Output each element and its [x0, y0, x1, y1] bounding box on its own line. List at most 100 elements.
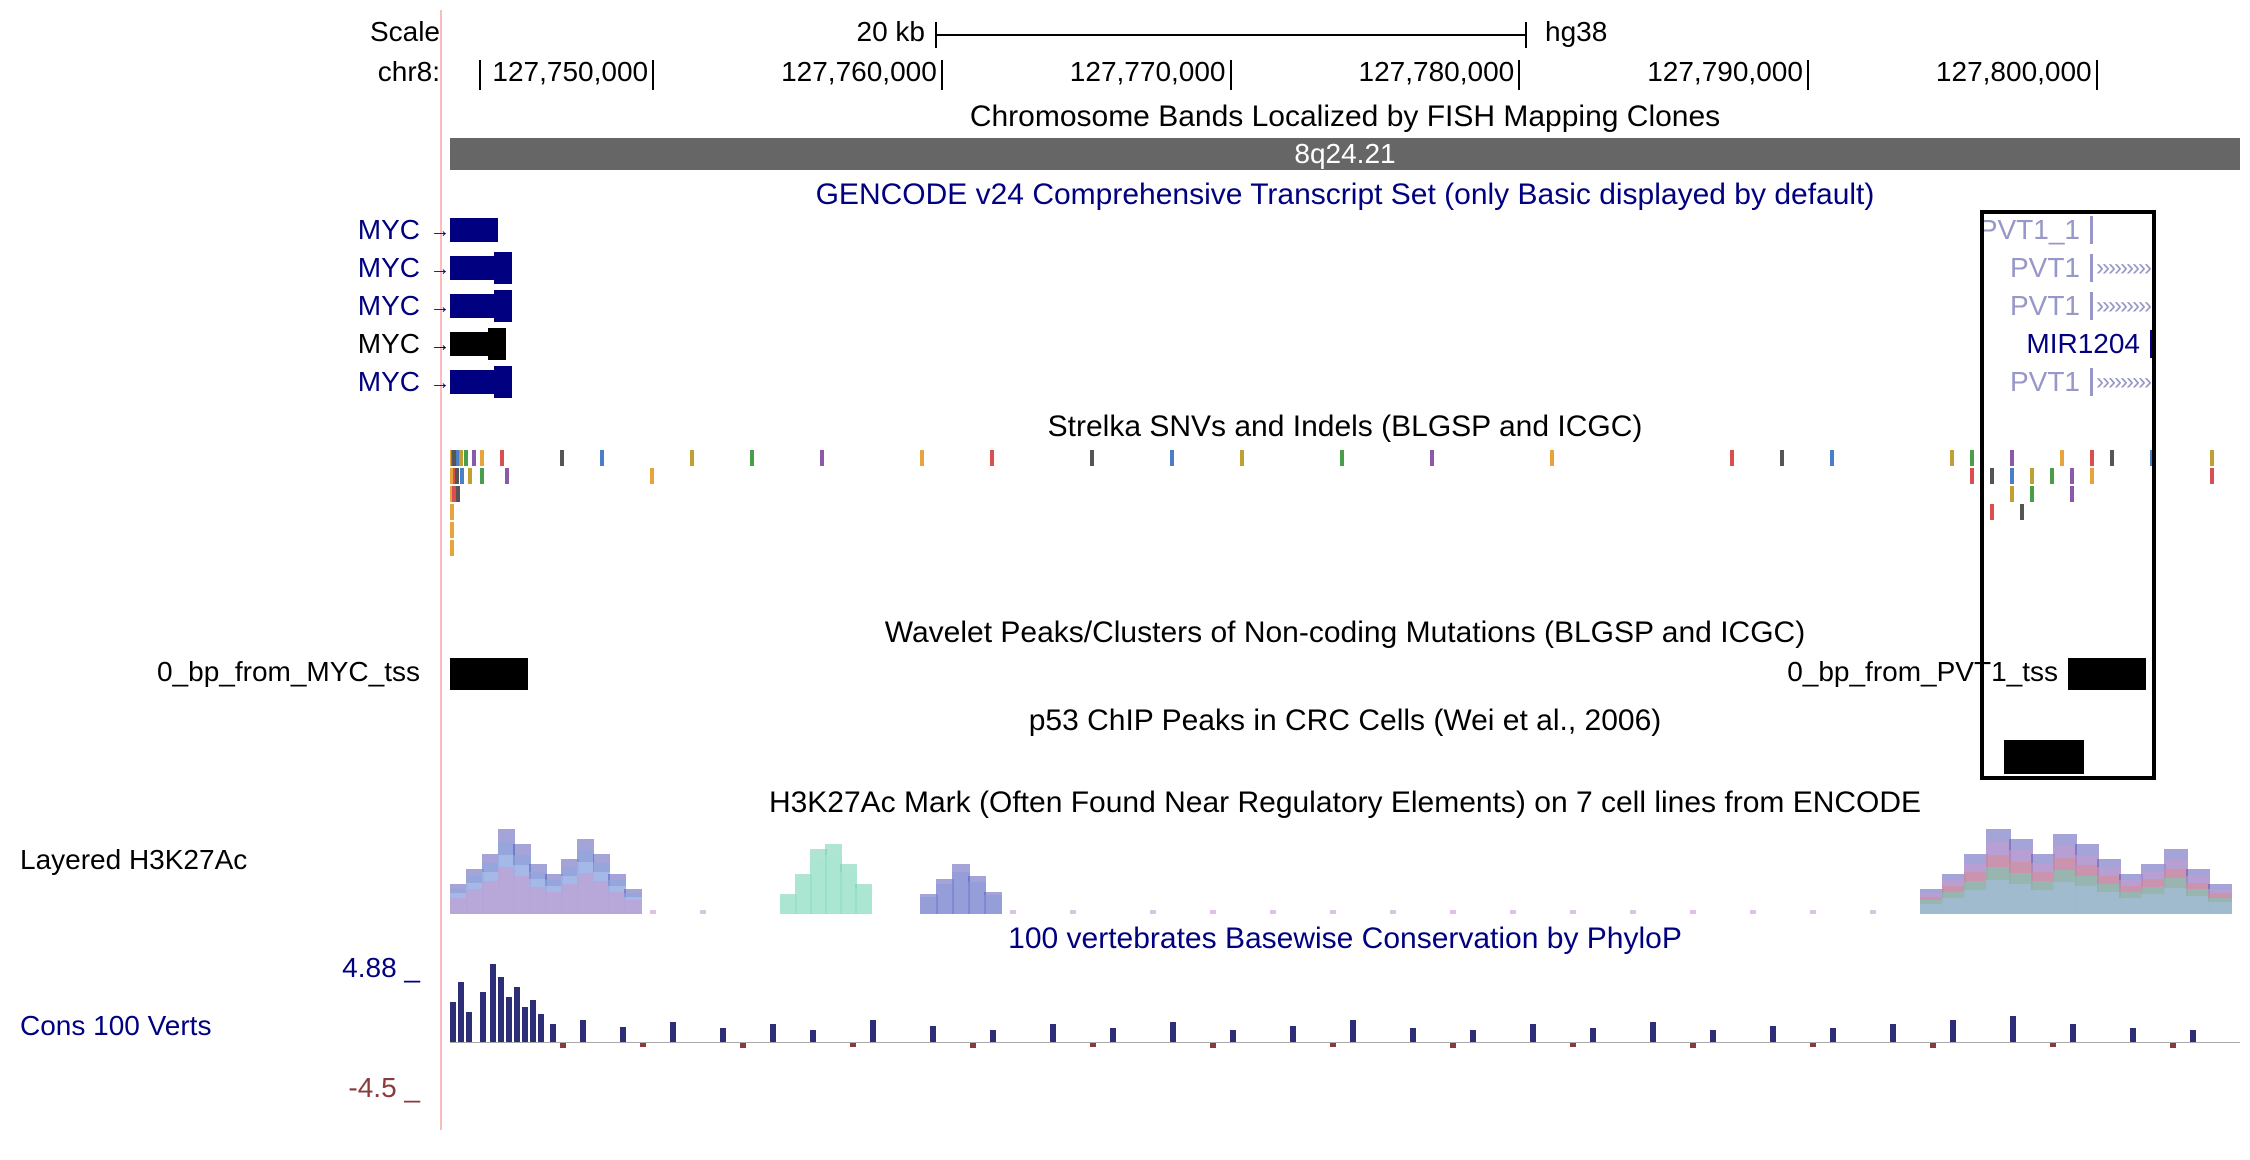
conservation-pos-bar	[498, 977, 504, 1042]
snv-variant-tick	[1970, 450, 1974, 466]
h3k27-baseline-dot	[1570, 910, 1576, 914]
conservation-pos-bar	[522, 1007, 528, 1042]
h3k27-baseline-dot	[1010, 910, 1016, 914]
h3k27-peak-bar	[984, 895, 1002, 914]
gene-exon-block	[450, 218, 498, 242]
h3k27-baseline-dot	[1510, 910, 1516, 914]
snv-variant-tick	[650, 468, 654, 484]
conservation-pos-bar	[1170, 1022, 1176, 1042]
conservation-pos-bar	[670, 1022, 676, 1042]
snv-variant-tick	[920, 450, 924, 466]
conservation-pos-bar	[2190, 1030, 2196, 1042]
h3k27-peak-bar	[2053, 882, 2077, 914]
conservation-pos-bar	[1650, 1022, 1656, 1042]
snv-variant-tick	[1950, 450, 1954, 466]
h3k27-peak-bar	[624, 900, 642, 914]
gencode-title: GENCODE v24 Comprehensive Transcript Set…	[450, 178, 2240, 212]
scale-value: 20 kb	[845, 16, 925, 48]
conservation-pos-bar	[2070, 1024, 2076, 1042]
conservation-ymin: -4.5 _	[10, 1072, 420, 1104]
h3k27-peak-bar	[1920, 904, 1944, 914]
h3k27-baseline-dot	[1330, 910, 1336, 914]
snv-variant-tick	[990, 450, 994, 466]
ruler-tick-label: 127,780,000	[1338, 56, 1514, 88]
p53-title: p53 ChIP Peaks in CRC Cells (Wei et al.,…	[450, 704, 2240, 738]
h3k27-peak-bar	[2141, 894, 2165, 914]
ruler-tick-label: 127,770,000	[1050, 56, 1226, 88]
conservation-pos-bar	[538, 1014, 544, 1042]
scale-bar	[935, 34, 1525, 36]
conservation-pos-bar	[458, 982, 464, 1042]
gene-exon-tall	[494, 252, 512, 284]
chrom-band-title: Chromosome Bands Localized by FISH Mappi…	[450, 100, 2240, 134]
conservation-pos-bar	[1830, 1028, 1836, 1042]
snv-variant-tick	[455, 468, 459, 484]
conservation-pos-bar	[506, 997, 512, 1042]
conservation-pos-bar	[1470, 1030, 1476, 1042]
ruler-tick	[1807, 60, 1809, 90]
scale-bar-tick-right	[1525, 22, 1527, 48]
snv-variant-tick	[460, 468, 464, 484]
conservation-pos-bar	[580, 1020, 586, 1042]
h3k27-peak-bar	[2119, 898, 2143, 914]
scale-label: Scale	[10, 16, 440, 48]
gene-label-left: MYC	[10, 366, 420, 398]
conservation-pos-bar	[810, 1030, 816, 1042]
gene-exon-tall	[494, 366, 512, 398]
h3k27-baseline-dot	[1810, 910, 1816, 914]
conservation-pos-bar	[480, 992, 486, 1042]
ruler-tick-label: 127,800,000	[1916, 56, 2092, 88]
wavelet-left-label: 0_bp_from_MYC_tss	[10, 656, 420, 688]
conservation-baseline	[450, 1042, 2240, 1043]
h3k27-baseline-dot	[650, 910, 656, 914]
gene-label-left: MYC	[10, 252, 420, 284]
snv-variant-tick	[480, 450, 484, 466]
conservation-pos-bar	[1410, 1028, 1416, 1042]
snv-variant-tick	[2210, 468, 2214, 484]
chrom-band-bar: 8q24.21	[450, 138, 2240, 170]
h3k27-peak-bar	[2186, 896, 2210, 914]
conservation-pos-bar	[720, 1028, 726, 1042]
snv-variant-tick	[472, 450, 476, 466]
conservation-pos-bar	[620, 1027, 626, 1042]
conservation-pos-bar	[1350, 1020, 1356, 1042]
conservation-pos-bar	[1110, 1028, 1116, 1042]
chrom-label: chr8:	[10, 56, 440, 88]
ruler-tick	[1518, 60, 1520, 90]
conservation-pos-bar	[1770, 1026, 1776, 1042]
assembly-label: hg38	[1545, 16, 1607, 48]
snv-variant-tick	[1780, 450, 1784, 466]
snv-variant-tick	[450, 522, 454, 538]
snv-variant-tick	[1730, 450, 1734, 466]
gene-exon-tall	[488, 328, 506, 360]
snv-variant-tick	[464, 450, 468, 466]
h3k27-baseline-dot	[1690, 910, 1696, 914]
ruler-tick-label: 127,760,000	[761, 56, 937, 88]
conservation-pos-bar	[990, 1030, 996, 1042]
gene-label-left: MYC	[10, 290, 420, 322]
h3k27-baseline-dot	[700, 910, 706, 914]
conservation-pos-bar	[1050, 1024, 1056, 1042]
h3k27-baseline-dot	[1270, 910, 1276, 914]
snv-variant-tick	[468, 468, 472, 484]
snv-variant-tick	[450, 540, 454, 556]
snv-variant-tick	[505, 468, 509, 484]
snv-variant-tick	[1090, 450, 1094, 466]
conservation-title: 100 vertebrates Basewise Conservation by…	[450, 922, 2240, 956]
h3k27-peak-bar	[2164, 888, 2188, 914]
ruler-tick-label: 127,750,000	[472, 56, 648, 88]
conservation-pos-bar	[1230, 1030, 1236, 1042]
snv-variant-tick	[560, 450, 564, 466]
gene-strand-arrow-icon: →	[430, 258, 450, 281]
snv-variant-tick	[690, 450, 694, 466]
h3k27-peak-bar	[2009, 884, 2033, 914]
conservation-pos-bar	[490, 964, 496, 1042]
ruler-tick-label: 127,790,000	[1627, 56, 1803, 88]
conservation-pos-bar	[514, 987, 520, 1042]
snv-variant-tick	[456, 486, 460, 502]
snv-variant-tick	[500, 450, 504, 466]
snv-variant-tick	[1550, 450, 1554, 466]
h3k27-peak-bar	[855, 889, 872, 915]
h3k27-peak-bar	[1942, 898, 1966, 914]
snv-variant-tick	[1170, 450, 1174, 466]
